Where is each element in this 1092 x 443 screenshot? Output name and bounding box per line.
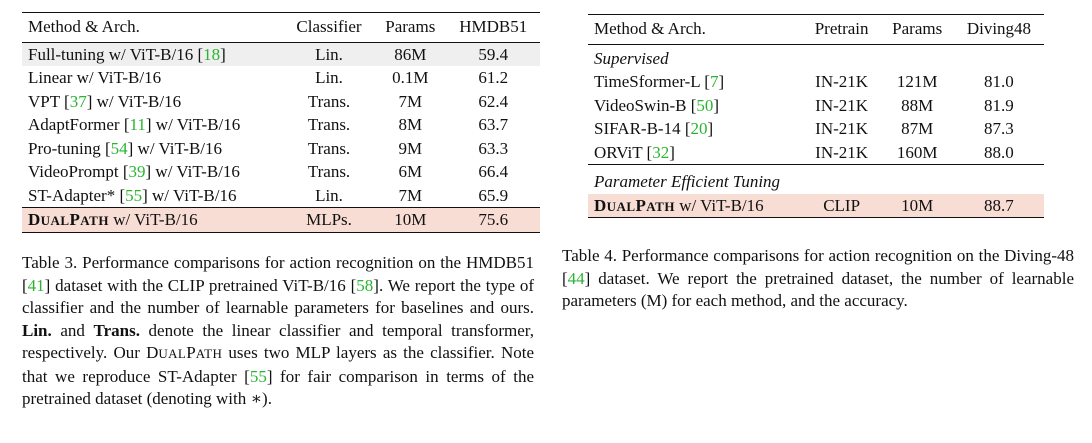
citation-link[interactable]: 7 <box>709 72 719 92</box>
table-row: AdaptFormer [11] w/ ViT-B/16 Trans. 8M 63.7 <box>22 113 540 137</box>
table4-caption: Table 4. Performance comparisons for act… <box>562 246 1074 310</box>
table-row: ST-Adapter* [55] w/ ViT-B/16 Lin. 7M 65.9 <box>22 184 540 208</box>
classifier-cell: Lin. <box>315 185 343 205</box>
params-cell: 6M <box>398 162 423 182</box>
table-row: VPT [37] w/ ViT-B/16 Trans. 7M 62.4 <box>22 90 540 114</box>
classifier-cell: Trans. <box>307 162 351 182</box>
method-cell: VideoPrompt [39] w/ ViT-B/16 <box>28 162 240 182</box>
citation-link[interactable]: 54 <box>110 138 128 158</box>
classifier-cell: Trans. <box>307 115 351 135</box>
table4: Method & Arch. Pretrain Params Diving48 … <box>588 14 1044 218</box>
score-cell: 65.9 <box>478 185 509 205</box>
score-cell: 63.3 <box>478 138 509 158</box>
citation-link[interactable]: 58 <box>356 275 374 295</box>
citation-link[interactable]: 18 <box>203 44 221 64</box>
pretrain-cell: IN-21K <box>815 119 869 139</box>
table-row: VideoSwin-B [50] IN-21K 88M 81.9 <box>588 94 1044 118</box>
params-cell: 8M <box>398 115 423 135</box>
params-cell: 86M <box>374 42 447 67</box>
method-cell: ORViT [32] <box>594 142 675 162</box>
method-cell: ST-Adapter* [55] w/ ViT-B/16 <box>28 185 237 205</box>
table3-header-classifier: Classifier <box>296 17 362 36</box>
table4-header-row: Method & Arch. Pretrain Params Diving48 <box>588 14 1044 45</box>
pretrain-cell: IN-21K <box>815 95 869 115</box>
table4-header-method: Method & Arch. <box>594 19 706 38</box>
method-cell: TimeSformer-L [7] <box>594 72 725 92</box>
score-cell: 81.9 <box>984 95 1014 115</box>
table3: Method & Arch. Classifier Params HMDB51 … <box>22 12 540 233</box>
pretrain-cell: IN-21K <box>815 142 869 162</box>
table4-group-pet: Parameter Efficient Tuning <box>588 164 1044 194</box>
table4-group-supervised: Supervised <box>588 44 1044 70</box>
pretrain-cell: IN-21K <box>815 72 869 92</box>
group-label: Supervised <box>594 48 669 68</box>
classifier-cell: MLPs. <box>283 207 375 233</box>
table4-header-score: Diving48 <box>966 19 1032 38</box>
score-cell: 87.3 <box>984 119 1014 139</box>
group-label: Parameter Efficient Tuning <box>588 164 1044 194</box>
table-row: Full-tuning w/ ViT-B/16 [18] Lin. 86M 59.4 <box>22 42 540 67</box>
score-cell: 88.7 <box>953 193 1044 218</box>
table4-header-pretrain: Pretrain <box>814 19 869 38</box>
citation-link[interactable]: 39 <box>128 162 146 182</box>
classifier-cell: Trans. <box>307 91 351 111</box>
citation-link[interactable]: 55 <box>249 366 267 386</box>
score-cell: 59.4 <box>446 42 540 67</box>
params-cell: 10M <box>880 193 954 218</box>
table3-body: Full-tuning w/ ViT-B/16 [18] Lin. 86M 59.4 L… <box>22 42 540 233</box>
method-cell: VPT [37] w/ ViT-B/16 <box>28 91 182 111</box>
citation-link[interactable]: 11 <box>129 115 146 135</box>
method-cell: DUALPATH w/ ViT-B/16 <box>22 207 284 233</box>
classifier-cell: Trans. <box>307 138 351 158</box>
table-row: Pro-tuning [54] w/ ViT-B/16 Trans. 9M 63.3 <box>22 137 540 161</box>
table-row-ours: DUALPATH w/ ViT-B/16 MLPs. 10M 75.6 <box>22 207 540 233</box>
citation-link[interactable]: 44 <box>567 268 585 288</box>
citation-link[interactable]: 50 <box>696 95 714 115</box>
score-cell: 88.0 <box>984 142 1014 162</box>
citation-link[interactable]: 20 <box>690 119 708 139</box>
table3-header-params: Params <box>385 17 436 36</box>
params-cell: 88M <box>901 95 934 115</box>
table-row-ours: DUALPATH w/ ViT-B/16 CLIP 10M 88.7 <box>588 193 1044 218</box>
classifier-cell: Lin. <box>283 42 375 67</box>
method-cell: Full-tuning w/ ViT-B/16 [18] <box>22 42 284 67</box>
citation-link[interactable]: 37 <box>69 91 87 111</box>
citation-link[interactable]: 32 <box>652 142 670 162</box>
table-row: TimeSformer-L [7] IN-21K 121M 81.0 <box>588 70 1044 94</box>
table3-caption: Table 3. Performance comparisons for act… <box>22 253 535 408</box>
score-cell: 62.4 <box>478 91 509 111</box>
method-cell: VideoSwin-B [50] <box>594 95 720 115</box>
params-cell: 7M <box>398 91 423 111</box>
params-cell: 0.1M <box>392 68 429 88</box>
table-row: Linear w/ ViT-B/16 Lin. 0.1M 61.2 <box>22 66 540 90</box>
params-cell: 9M <box>398 138 423 158</box>
method-cell: AdaptFormer [11] w/ ViT-B/16 <box>28 115 241 135</box>
table-row: VideoPrompt [39] w/ ViT-B/16 Trans. 6M 66.4 <box>22 160 540 184</box>
method-cell: DUALPATH w/ ViT-B/16 <box>588 193 803 218</box>
method-cell: SIFAR-B-14 [20] <box>594 119 714 139</box>
score-cell: 63.7 <box>478 115 509 135</box>
table-row: SIFAR-B-14 [20] IN-21K 87M 87.3 <box>588 117 1044 141</box>
table4-body: Supervised TimeSformer-L [7] IN-21K 121M 81.… <box>588 44 1044 218</box>
citation-link[interactable]: 41 <box>27 275 45 295</box>
score-cell: 66.4 <box>478 162 509 182</box>
citation-link[interactable]: 55 <box>125 185 143 205</box>
pretrain-cell: CLIP <box>802 193 881 218</box>
params-cell: 121M <box>896 72 938 92</box>
params-cell: 7M <box>398 185 423 205</box>
params-cell: 87M <box>901 119 934 139</box>
table-row: ORViT [32] IN-21K 160M 88.0 <box>588 141 1044 165</box>
params-cell: 160M <box>896 142 938 162</box>
method-cell: Pro-tuning [54] w/ ViT-B/16 <box>28 138 223 158</box>
table3-header-score: HMDB51 <box>459 17 528 36</box>
score-cell: 61.2 <box>478 68 509 88</box>
table3-header-method: Method & Arch. <box>28 17 140 36</box>
classifier-cell: Lin. <box>315 68 343 88</box>
table3-header-row: Method & Arch. Classifier Params HMDB51 <box>22 12 540 43</box>
score-cell: 75.6 <box>446 207 540 233</box>
params-cell: 10M <box>374 207 447 233</box>
table4-header-params: Params <box>892 19 943 38</box>
method-cell: Linear w/ ViT-B/16 <box>28 68 162 88</box>
score-cell: 81.0 <box>984 72 1014 92</box>
